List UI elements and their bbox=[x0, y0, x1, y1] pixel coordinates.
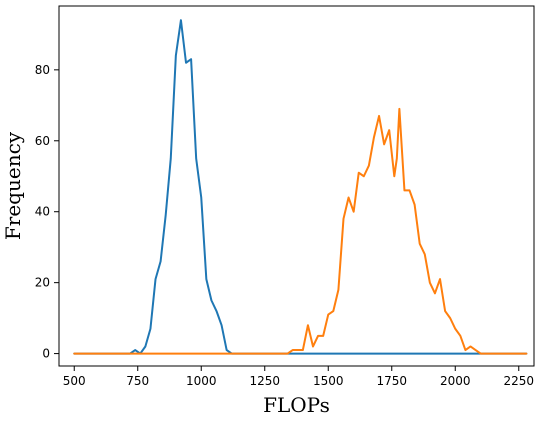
y-tick-label: 40 bbox=[35, 205, 50, 219]
y-tick-label: 20 bbox=[35, 276, 50, 290]
y-tick-label: 80 bbox=[35, 63, 50, 77]
x-tick-label: 1000 bbox=[186, 374, 217, 388]
x-tick-label: 1500 bbox=[313, 374, 344, 388]
y-tick-label: 60 bbox=[35, 134, 50, 148]
x-axis-ticks: 500 750 1000 1250 1500 1750 2000 2250 bbox=[63, 366, 534, 388]
x-tick-label: 2000 bbox=[440, 374, 471, 388]
x-axis-title: FLOPs bbox=[263, 393, 330, 417]
x-tick-label: 1250 bbox=[249, 374, 280, 388]
y-tick-label: 0 bbox=[42, 347, 50, 361]
x-tick-label: 750 bbox=[126, 374, 149, 388]
x-tick-label: 500 bbox=[63, 374, 86, 388]
series-layer bbox=[73, 19, 528, 355]
x-tick-label: 2250 bbox=[503, 374, 534, 388]
plot-area-frame bbox=[58, 5, 535, 367]
y-axis-ticks: 0 20 40 60 80 bbox=[35, 63, 59, 361]
series-line-2 bbox=[73, 107, 528, 355]
x-tick-label: 1750 bbox=[376, 374, 407, 388]
series-line-1 bbox=[73, 19, 528, 355]
y-axis-title: Frequency bbox=[1, 131, 25, 240]
